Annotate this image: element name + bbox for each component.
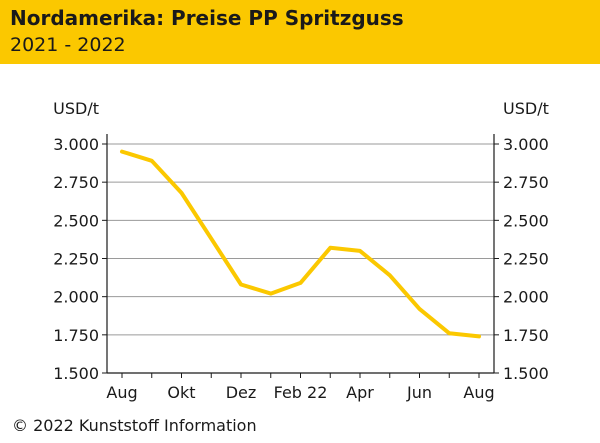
y-axis-label-left: USD/t: [53, 99, 99, 118]
x-tick-label: Dez: [226, 383, 257, 402]
y-tick-label-right: 2.500: [503, 211, 549, 230]
y-tick-label-right: 2.750: [503, 173, 549, 192]
y-tick-label-left: 1.750: [53, 326, 99, 345]
y-tick-label-right: 1.750: [503, 326, 549, 345]
chart-svg: 1.500 1.500 1.750 1.750 2.000 2.000 2.250 2.250…: [53, 99, 549, 402]
y-tick-label-left: 2.750: [53, 173, 99, 192]
y-tick-label-left: 1.500: [53, 364, 99, 383]
x-tick-label: Aug: [106, 383, 137, 402]
y-tick-label-left: 3.000: [53, 135, 99, 154]
y-tick-label-right: 3.000: [503, 135, 549, 154]
chart-header: Nordamerika: Preise PP Spritzguss 2021 -…: [0, 0, 600, 64]
y-tick-label-right: 2.250: [503, 250, 549, 269]
chart-subtitle: 2021 - 2022: [10, 34, 126, 56]
series: [120, 149, 481, 339]
x-tick-label: Okt: [167, 383, 195, 402]
x-tick-label: Aug: [463, 383, 494, 402]
chart-title: Nordamerika: Preise PP Spritzguss: [10, 6, 404, 30]
y-tick-label-left: 2.250: [53, 250, 99, 269]
x-tick-label: Jun: [406, 383, 432, 402]
axes: [102, 134, 499, 378]
y-axis-label-right: USD/t: [503, 99, 549, 118]
x-tick-label: Feb 22: [274, 383, 328, 402]
line-chart: 1.500 1.500 1.750 1.750 2.000 2.000 2.250 2.250…: [0, 64, 600, 404]
series-line: [120, 149, 481, 339]
y-tick-label-left: 2.500: [53, 211, 99, 230]
x-tick-label: Apr: [346, 383, 374, 402]
y-tick-label-left: 2.000: [53, 288, 99, 307]
y-tick-label-right: 2.000: [503, 288, 549, 307]
y-tick-label-right: 1.500: [503, 364, 549, 383]
copyright-text: © 2022 Kunststoff Information: [12, 416, 257, 435]
tick-labels: 1.500 1.500 1.750 1.750 2.000 2.000 2.250 2.250…: [53, 99, 549, 402]
